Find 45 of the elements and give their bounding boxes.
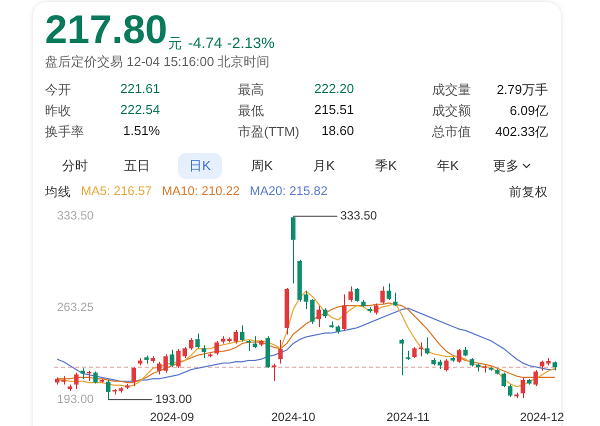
text: 分时 (62, 157, 88, 175)
text: 222.54 (120, 102, 160, 117)
text: 换手率 (45, 124, 84, 139)
text: 2.79万手 (496, 82, 548, 97)
text: 前复权 (509, 184, 548, 201)
text: 今开 (45, 82, 71, 97)
text: 元 (168, 35, 182, 51)
text: 221.61 (120, 81, 160, 96)
text: 昨收 (45, 103, 71, 118)
text: 五日 (124, 157, 150, 175)
text: 最低 (238, 103, 264, 118)
text: 月K (313, 157, 335, 175)
annotation: 193.00 (155, 392, 192, 406)
text: 217.80 (45, 8, 168, 52)
text: 均线 (45, 184, 71, 201)
text: 1.51% (123, 123, 160, 138)
text: 日K (189, 157, 211, 175)
text: 周K (251, 157, 273, 175)
annotation: 333.50 (340, 208, 378, 223)
text: 402.33亿 (495, 124, 548, 139)
text: MA5: 216.57 (81, 184, 152, 200)
text: 季K (375, 157, 397, 175)
x-tick-label: 2024-11 (386, 410, 430, 424)
x-tick-label: 2024-09 (150, 410, 194, 424)
y-tick-label: 333.50 (57, 208, 94, 223)
text: -4.74 (188, 35, 222, 52)
text: 成交额 (432, 103, 471, 118)
text: 成交量 (432, 82, 471, 97)
text: 总市值 (432, 124, 471, 139)
text: 6.09亿 (510, 103, 548, 118)
text: 18.60 (321, 123, 354, 138)
text: 222.20 (314, 81, 354, 96)
text: 更多 (493, 157, 519, 175)
text: MA10: 210.22 (162, 184, 240, 200)
text: 盘后定价交易 12-04 15:16:00 北京时间 (45, 54, 270, 69)
text: 市盈(TTM) (238, 124, 300, 139)
text: 最高 (238, 82, 264, 97)
text: 215.51 (314, 102, 354, 117)
x-tick-label: 2024-10 (271, 410, 316, 424)
text: -2.13% (227, 35, 275, 52)
x-tick-label: 2024-12 (520, 410, 564, 424)
text: 年K (437, 157, 459, 175)
y-tick-label: 193.00 (57, 392, 94, 406)
text: MA20: 215.82 (250, 184, 328, 200)
y-tick-label: 263.25 (57, 300, 94, 314)
